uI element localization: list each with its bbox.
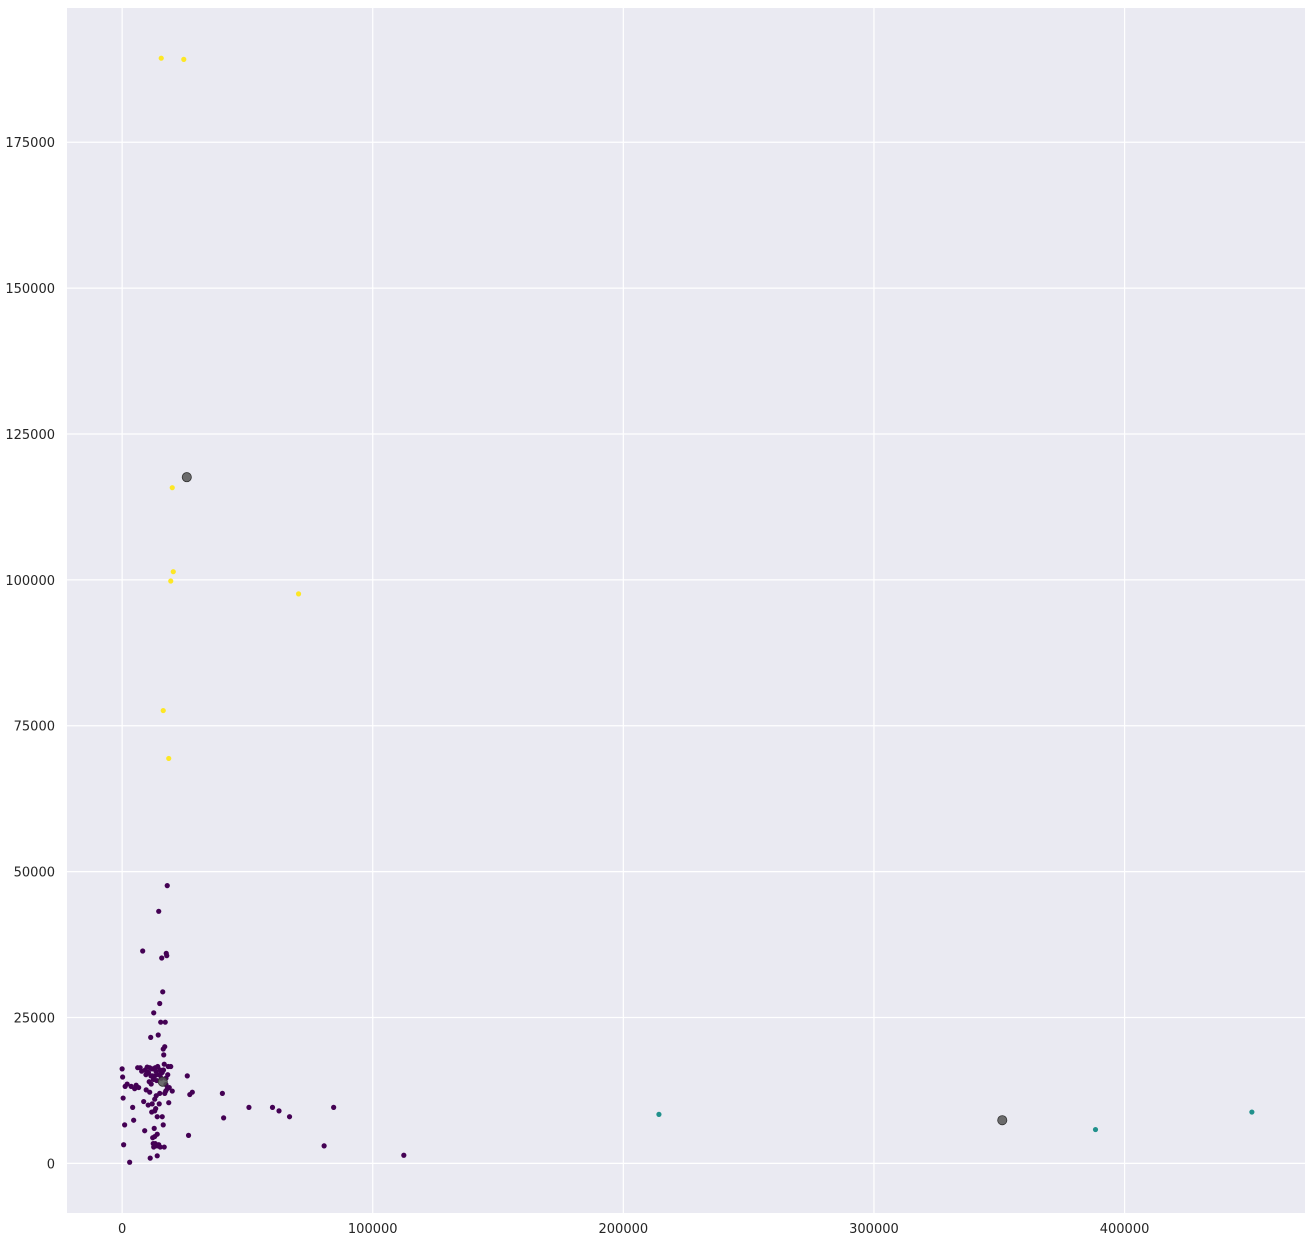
cluster-0-point	[246, 1104, 252, 1110]
cluster-2-point	[170, 569, 176, 575]
cluster-0-point	[136, 1084, 142, 1091]
x-tick-label: 0	[118, 1222, 126, 1237]
cluster-0-point	[152, 1108, 158, 1114]
cluster-0-point	[140, 948, 146, 954]
cluster-2-point	[168, 578, 174, 584]
cluster-0-point	[145, 1102, 151, 1108]
cluster-0-point	[276, 1108, 282, 1114]
grid-lines	[67, 8, 1305, 1213]
cluster-0-point	[148, 1034, 154, 1040]
cluster-0-point	[152, 1096, 158, 1102]
cluster-0-point	[166, 1100, 172, 1106]
cluster-0-point	[143, 1072, 149, 1078]
cluster-0-point	[151, 1125, 157, 1131]
cluster-0-point	[119, 1066, 125, 1072]
cluster-0-point	[121, 1142, 127, 1148]
cluster-0-point	[164, 1086, 170, 1092]
cluster-2-point	[166, 755, 172, 762]
cluster-2-point	[169, 485, 175, 491]
tick-labels: 0 100000 200000 300000 400000 0 25000 50000 7500…	[5, 136, 1149, 1237]
cluster-0-point	[164, 883, 170, 889]
data-points	[119, 55, 1255, 1165]
y-tick-label: 125000	[5, 428, 55, 443]
cluster-0-point	[160, 989, 166, 995]
cluster-2-point	[160, 707, 166, 714]
cluster-0-point	[401, 1152, 407, 1158]
cluster-0-point	[155, 1032, 161, 1038]
y-tick-label: 175000	[5, 136, 55, 151]
cluster-0-point	[331, 1104, 337, 1110]
cluster-0-point	[141, 1098, 147, 1105]
cluster-2-point	[158, 55, 164, 61]
cluster-0-point	[157, 1144, 163, 1150]
cluster-0-point	[142, 1128, 148, 1134]
cluster-0-point	[158, 1019, 164, 1025]
cluster-0-point	[154, 1114, 160, 1120]
cluster-0-point	[160, 1122, 166, 1128]
y-tick-label: 50000	[14, 866, 55, 881]
cluster-0-point	[154, 1153, 160, 1159]
cluster-0-point	[152, 1133, 158, 1140]
cluster-2-point	[181, 56, 187, 62]
centroid-markers	[157, 472, 1008, 1126]
cluster-0-point	[184, 1073, 190, 1079]
cluster-0-point	[162, 1019, 168, 1025]
cluster-0-point	[162, 1090, 168, 1096]
centroid-point	[997, 1115, 1008, 1126]
cluster-0-point	[147, 1089, 153, 1095]
y-tick-label: 25000	[14, 1012, 55, 1027]
cluster-0-point	[149, 1101, 155, 1107]
cluster-0-point	[168, 1063, 174, 1070]
cluster-0-point	[160, 1067, 167, 1073]
plot-area	[67, 8, 1305, 1213]
cluster-0-point	[161, 1061, 167, 1067]
cluster-0-point	[157, 1090, 163, 1096]
cluster-0-point	[159, 955, 165, 961]
cluster-0-point	[157, 1000, 163, 1007]
y-tick-label: 0	[47, 1157, 55, 1172]
cluster-0-point	[164, 953, 170, 959]
y-tick-label: 100000	[5, 574, 55, 589]
x-tick-label: 400000	[1100, 1222, 1150, 1237]
cluster-0-point	[161, 1052, 167, 1058]
cluster-0-point	[221, 1115, 227, 1121]
cluster-2-point	[295, 591, 302, 597]
cluster-0-point	[147, 1155, 153, 1161]
cluster-0-point	[127, 1159, 133, 1165]
cluster-0-point	[219, 1090, 225, 1096]
cluster-0-point	[131, 1117, 137, 1123]
cluster-0-point	[156, 908, 162, 914]
cluster-0-point	[120, 1074, 126, 1080]
y-tick-label: 150000	[5, 282, 55, 297]
cluster-0-point	[156, 1101, 162, 1107]
cluster-0-point	[122, 1122, 128, 1128]
x-tick-label: 100000	[348, 1222, 398, 1237]
cluster-0-point	[161, 1144, 167, 1150]
y-tick-label: 75000	[14, 720, 55, 735]
centroid-point	[181, 472, 192, 483]
cluster-0-point	[151, 1010, 157, 1016]
cluster-0-point	[269, 1104, 276, 1110]
x-tick-label: 300000	[849, 1222, 899, 1237]
cluster-0-point	[159, 1114, 165, 1120]
cluster-0-point	[185, 1132, 192, 1138]
cluster-1-point	[1249, 1109, 1255, 1115]
centroid-point	[157, 1076, 168, 1087]
cluster-0-point	[189, 1089, 195, 1095]
cluster-0-point	[120, 1095, 126, 1101]
cluster-0-point	[169, 1088, 175, 1094]
cluster-1-point	[1092, 1126, 1099, 1133]
cluster-0-point	[321, 1143, 327, 1149]
cluster-1-point	[656, 1111, 662, 1117]
cluster-0-point	[286, 1114, 293, 1120]
cluster-0-point	[124, 1081, 130, 1087]
cluster-0-point	[148, 1081, 154, 1087]
cluster-0-point	[162, 1044, 168, 1050]
x-tick-label: 200000	[599, 1222, 649, 1237]
cluster-0-point	[130, 1104, 136, 1110]
